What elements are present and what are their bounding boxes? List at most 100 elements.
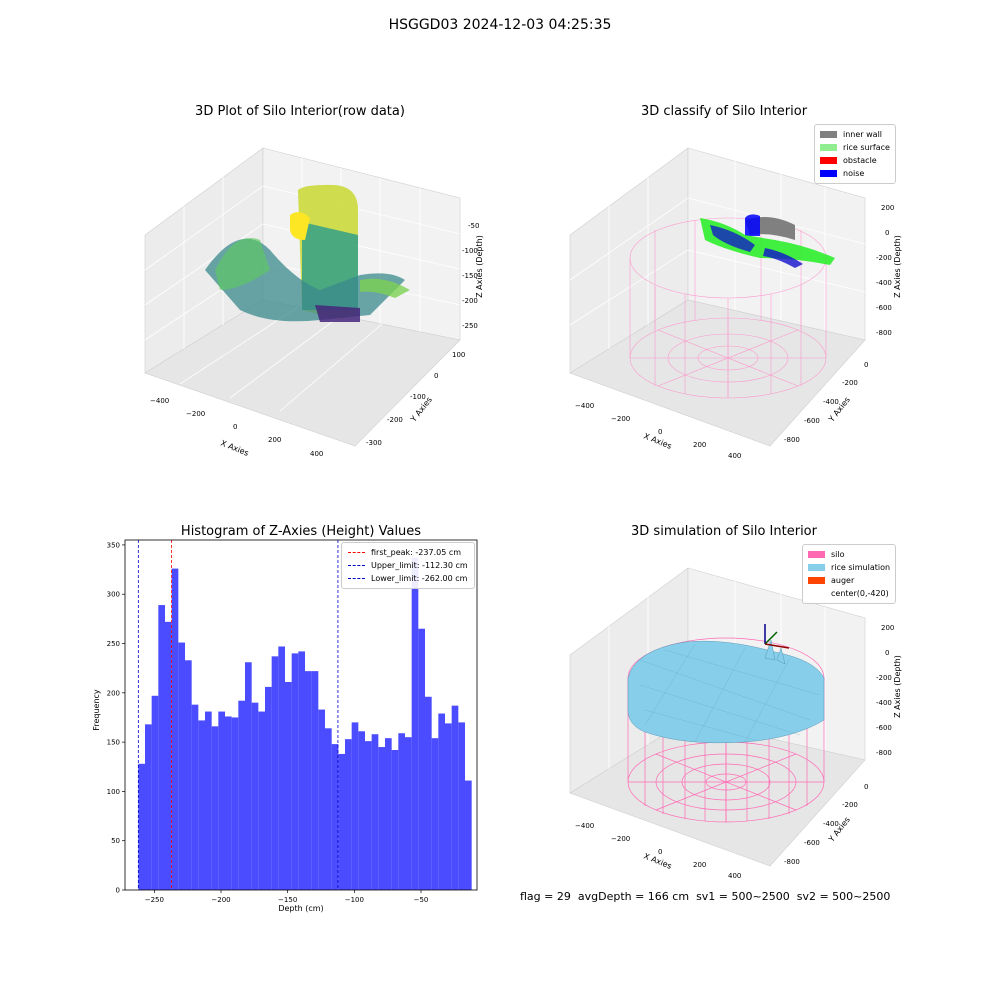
panel2-ztick-2: -200 — [876, 254, 892, 262]
panel1-ytick-4: -300 — [366, 439, 382, 447]
svg-text:−200: −200 — [611, 415, 630, 423]
histogram-bar — [458, 722, 465, 890]
panel2-ytick-1: -200 — [842, 379, 858, 387]
histogram-bar — [345, 739, 352, 890]
panel4-ztick-5: -800 — [876, 749, 892, 757]
legend-item-rice-simulation: rice simulation — [808, 561, 890, 574]
figure-title: HSGGD03 2024-12-03 04:25:35 — [388, 17, 612, 33]
histogram-bar — [311, 671, 319, 890]
panel1-ztick-1: -100 — [462, 247, 478, 255]
histogram-bar — [425, 696, 432, 890]
svg-text:200: 200 — [268, 436, 281, 444]
histogram-bar — [351, 722, 359, 890]
histogram-bar — [431, 738, 439, 890]
panel2-ytick-3: -600 — [804, 417, 820, 425]
histogram-y-label: Frequency — [92, 689, 101, 731]
histogram-bar — [185, 660, 192, 890]
histogram-bar — [178, 642, 185, 890]
legend-item-rice-surface: rice surface — [820, 141, 890, 154]
histogram-bar — [198, 720, 205, 890]
svg-text:0: 0 — [658, 848, 662, 856]
histogram-bar — [225, 716, 232, 890]
panel4-ytick-2: -400 — [823, 820, 839, 828]
panel2-ytick-2: -400 — [823, 398, 839, 406]
svg-text:−400: −400 — [575, 822, 594, 830]
histogram-plot-area: 0 50 100 150 200 250 300 350 −250 −200 −150 −100 −50 — [107, 539, 478, 904]
histogram-bar — [151, 695, 159, 890]
legend-item-silo: silo — [808, 548, 890, 561]
panel1-ytick-2: -100 — [410, 393, 426, 401]
histogram-x-tick-label: −50 — [414, 896, 429, 904]
histogram-bar — [398, 733, 405, 890]
panel2-ztick-5: -800 — [876, 329, 892, 337]
panel4-ztick-3: -400 — [876, 699, 892, 707]
histogram-legend: first_peak: -237.05 cm Upper_limit: -112… — [341, 542, 475, 589]
panel1-ytick-1: 0 — [434, 372, 439, 380]
svg-text:400: 400 — [728, 872, 741, 880]
histogram-bar — [385, 738, 392, 890]
histogram-bar — [405, 737, 412, 890]
legend-item-obstacle: obstacle — [820, 154, 890, 167]
svg-text:0: 0 — [658, 428, 662, 436]
panel1-ztick-4: -250 — [462, 322, 478, 330]
legend-item-noise: noise — [820, 167, 890, 180]
histogram-frame — [124, 539, 478, 891]
histogram-bar — [271, 656, 279, 890]
panel1-ztick-0: -50 — [468, 222, 480, 230]
panel1-ytick-0: 100 — [452, 351, 466, 359]
histogram-bar — [211, 726, 219, 890]
histogram-bar — [465, 780, 472, 890]
panel2-title: 3D classify of Silo Interior — [640, 104, 808, 119]
panel1-ztick-2: -150 — [462, 272, 478, 280]
histogram-bar — [278, 646, 285, 890]
histogram-y-tick-label: 50 — [111, 837, 120, 845]
panel4-ztick-1: 0 — [885, 649, 890, 657]
panel2-ztick-3: -400 — [876, 279, 892, 287]
panel2-legend: inner wall rice surface obstacle noise — [814, 124, 896, 184]
histogram-bar — [365, 741, 372, 890]
histogram-bar — [245, 662, 252, 890]
svg-text:200: 200 — [693, 861, 706, 869]
panel4-rice-surface — [627, 640, 825, 744]
svg-text:200: 200 — [693, 441, 706, 449]
panel2-z-label: Z Axies (Depth) — [892, 235, 902, 298]
histogram-bar — [238, 700, 245, 890]
histogram-x-tick-label: −250 — [145, 896, 164, 904]
histogram-bar — [438, 713, 445, 890]
panel1-floor-pane — [144, 299, 461, 447]
histogram-bar — [165, 621, 172, 890]
histogram-bar — [231, 717, 239, 890]
histogram-bar — [305, 671, 312, 890]
svg-text:−400: −400 — [150, 397, 169, 405]
histogram-x-label: Depth (cm) — [278, 904, 323, 913]
histogram-bar — [378, 747, 385, 890]
svg-text:−200: −200 — [186, 410, 205, 418]
panel4-ytick-0: 0 — [864, 783, 869, 791]
histogram-bar — [418, 628, 425, 890]
histogram-bar — [391, 750, 399, 890]
histogram-x-tick-label: −100 — [345, 896, 364, 904]
panel1-x-ticks: −400 −200 0 200 400 — [150, 397, 323, 458]
histogram-bar — [145, 724, 152, 890]
panel2-ztick-1: 0 — [885, 229, 890, 237]
legend-item-first-peak: first_peak: -237.05 cm — [348, 546, 468, 559]
panel2-ztick-4: -600 — [876, 304, 892, 312]
histogram-bar — [258, 711, 265, 890]
histogram-bar — [358, 731, 365, 890]
histogram-y-tick-label: 350 — [107, 541, 120, 549]
panel4-title: 3D simulation of Silo Interior — [631, 524, 817, 539]
histogram-bar — [218, 711, 225, 890]
histogram-chart: 0 50 100 150 200 250 300 350 −250 −200 −150 −100 −50… — [92, 539, 478, 913]
histogram-bar — [331, 744, 339, 890]
histogram-bar — [158, 605, 165, 890]
status-sv1: sv1 = 500~2500 — [696, 890, 790, 903]
panel4-ztick-0: 200 — [881, 624, 895, 632]
panel1-title: 3D Plot of Silo Interior(row data) — [195, 104, 405, 119]
histogram-bar — [171, 568, 179, 890]
status-sv2: sv2 = 500~2500 — [796, 890, 891, 903]
histogram-title: Histogram of Z-Axies (Height) Values — [180, 524, 422, 539]
panel4-z-label: Z Axies (Depth) — [892, 655, 902, 718]
panel2-ztick-0: 200 — [881, 204, 895, 212]
histogram-bar — [251, 702, 259, 890]
